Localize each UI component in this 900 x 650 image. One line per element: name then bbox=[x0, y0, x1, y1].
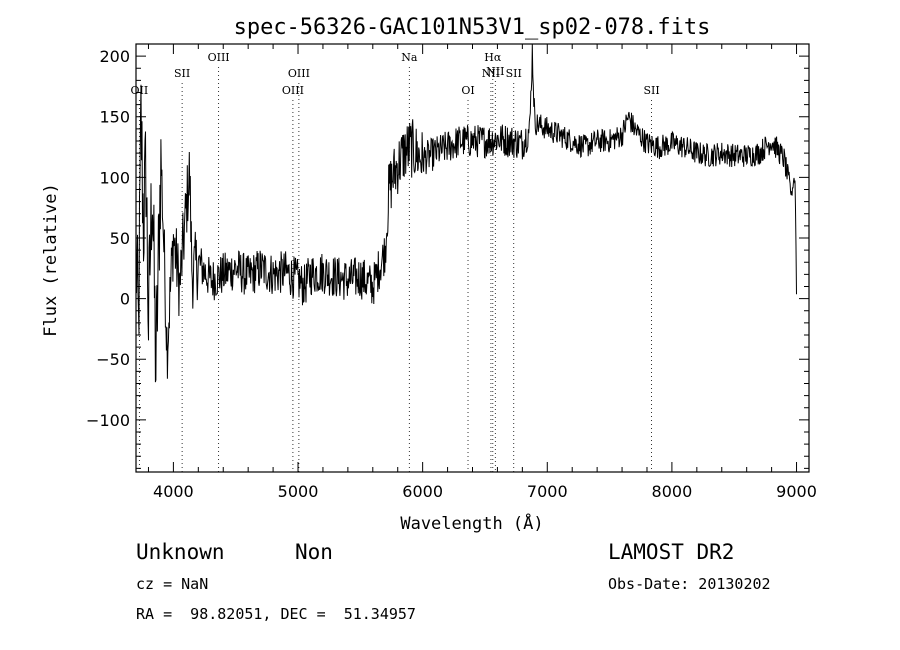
line-marker-label: OI bbox=[461, 84, 474, 97]
line-marker-label: Na bbox=[401, 51, 418, 64]
plot-frame bbox=[135, 43, 810, 473]
chart-title: spec-56326-GAC101N53V1_sp02-078.fits bbox=[234, 15, 711, 40]
x-tick-label: 8000 bbox=[652, 482, 693, 501]
x-tick-label: 5000 bbox=[278, 482, 319, 501]
line-marker-label: NII bbox=[482, 67, 500, 80]
x-axis-label: Wavelength (Å) bbox=[400, 512, 543, 534]
x-tick-label: 7000 bbox=[527, 482, 568, 501]
spectrum-series bbox=[135, 43, 797, 383]
line-marker-label: SII bbox=[174, 67, 190, 80]
observation-date: Obs-Date: 20130202 bbox=[608, 575, 771, 593]
x-tick-label: 6000 bbox=[402, 482, 443, 501]
object-class: Unknown bbox=[136, 540, 225, 564]
line-marker-label: OIII bbox=[288, 67, 310, 80]
axis-ticks: 4000 5000 6000 7000 8000 9000 −100 −50 0 50 100 150… bbox=[86, 43, 817, 501]
y-tick-label: −100 bbox=[86, 411, 130, 430]
line-marker-label: Hα bbox=[484, 51, 502, 64]
y-tick-label: 0 bbox=[120, 290, 130, 309]
y-tick-label: 150 bbox=[99, 108, 130, 127]
redshift-cz: cz = NaN bbox=[136, 575, 209, 593]
y-axis-label: Flux (relative) bbox=[41, 183, 61, 337]
y-tick-label: 200 bbox=[99, 47, 130, 66]
coordinates: RA = 98.82051, DEC = 51.34957 bbox=[136, 605, 416, 623]
y-tick-label: −50 bbox=[96, 350, 130, 369]
line-marker-label: SII bbox=[506, 67, 522, 80]
subclass: Non bbox=[295, 540, 333, 564]
survey-name: LAMOST DR2 bbox=[608, 540, 735, 564]
x-tick-label: 4000 bbox=[153, 482, 194, 501]
line-marker-label: SII bbox=[643, 84, 659, 97]
line-marker-label: OIII bbox=[282, 84, 304, 97]
line-marker-label: NII bbox=[486, 65, 504, 78]
line-marker-label: OIII bbox=[208, 51, 230, 64]
line-marker-label: OII bbox=[131, 84, 149, 97]
y-tick-label: 100 bbox=[99, 168, 130, 187]
y-tick-label: 50 bbox=[110, 229, 130, 248]
x-tick-label: 9000 bbox=[776, 482, 817, 501]
